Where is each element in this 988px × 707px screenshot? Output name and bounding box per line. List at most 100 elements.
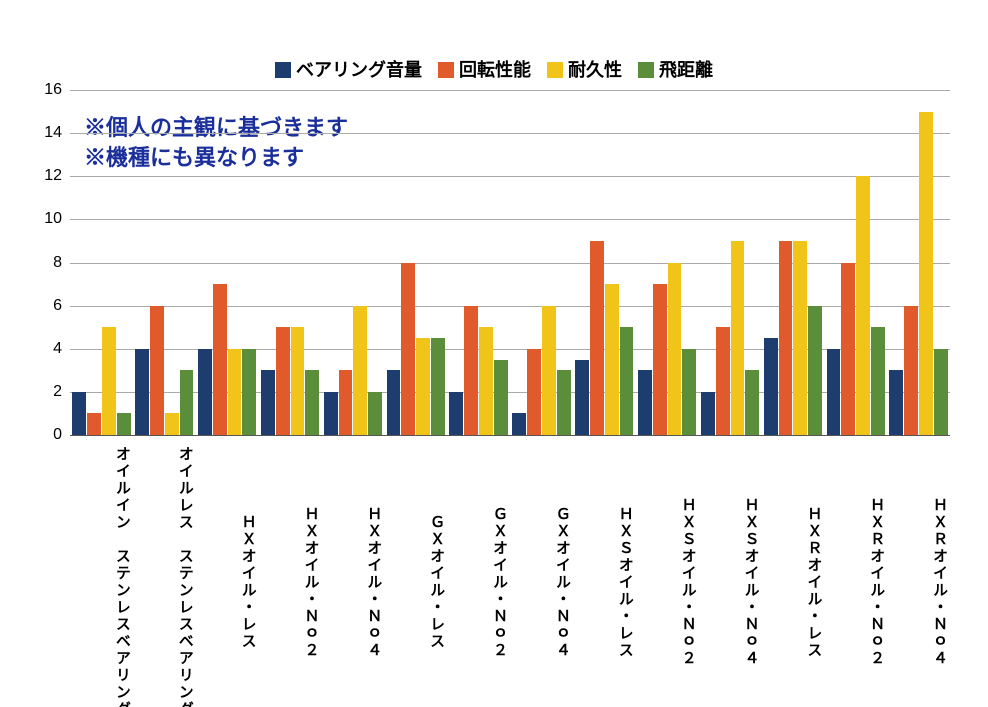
bar-group [761,90,824,435]
bar-group [133,90,196,435]
x-axis-label: ＨＸＳオイル・Ｎｏ２ [636,440,699,707]
y-tick-label: 2 [53,383,62,401]
y-tick-label: 14 [44,124,62,142]
bar-group [824,90,887,435]
bar [745,370,759,435]
bar-group [636,90,699,435]
bar [368,392,382,435]
bar [904,306,918,435]
bar [291,327,305,435]
x-axis-label: オイルイン ステンレスベアリング [70,440,133,707]
x-axis-label: ＨＸオイル・レス [196,440,259,707]
bar-group [510,90,573,435]
bar [620,327,634,435]
bar [449,392,463,435]
bar [180,370,194,435]
bar-group [196,90,259,435]
bar [764,338,778,435]
bar [339,370,353,435]
bar-group [259,90,322,435]
bar [682,349,696,435]
bar [135,349,149,435]
bar [605,284,619,435]
bar [871,327,885,435]
bar [87,413,101,435]
bar [512,413,526,435]
x-axis-label: ＨＸＳオイル・レス [573,440,636,707]
bar [841,263,855,436]
bar-groups [70,90,950,435]
x-axis-label: ＨＸＳオイル・Ｎｏ４ [699,440,762,707]
bar [934,349,948,435]
bar [731,241,745,435]
bar [431,338,445,435]
x-axis-label: オイルレス ステンレスベアリング [133,440,196,707]
legend-label: ベアリング音量 [296,60,422,80]
x-axis-labels: オイルイン ステンレスベアリングオイルレス ステンレスベアリングＨＸオイル・レス… [70,440,950,707]
bar [213,284,227,435]
bar-group [887,90,950,435]
bar [716,327,730,435]
bar [827,349,841,435]
bar [590,241,604,435]
bar [150,306,164,435]
bar [779,241,793,435]
x-axis-label: ＨＸオイル・Ｎｏ４ [321,440,384,707]
bar-group [573,90,636,435]
bar [117,413,131,435]
y-tick-label: 16 [44,81,62,99]
bar [793,241,807,435]
y-tick-label: 8 [53,254,62,272]
bar [653,284,667,435]
bar [242,349,256,435]
bar [668,263,682,436]
legend-label: 耐久性 [568,60,622,80]
x-axis-label: ＧＸオイル・Ｎｏ２ [447,440,510,707]
legend-item: 耐久性 [547,56,622,82]
x-axis-label: ＧＸオイル・Ｎｏ４ [510,440,573,707]
legend-label: 回転性能 [459,60,531,80]
bar-group [699,90,762,435]
bar [464,306,478,435]
bar [165,413,179,435]
legend-item: 飛距離 [638,56,713,82]
chart-legend: ベアリング音量 回転性能 耐久性飛距離 [0,56,988,82]
legend-item: 回転性能 [438,56,531,82]
bar-group [321,90,384,435]
legend-swatch [438,62,454,78]
bar [557,370,571,435]
bar [324,392,338,435]
bar [575,360,589,435]
bar [276,327,290,435]
chart-plot-area: ※個人の主観に基づきます ※機種にも異なります 0246810121416 [70,90,950,436]
y-tick-label: 6 [53,297,62,315]
bar [102,327,116,435]
bar-group [384,90,447,435]
legend-swatch [638,62,654,78]
legend-swatch [547,62,563,78]
bar [542,306,556,435]
bar [479,327,493,435]
bar [701,392,715,435]
bar [889,370,903,435]
x-axis-label: ＨＸＲオイル・レス [761,440,824,707]
bar [305,370,319,435]
legend-swatch [275,62,291,78]
y-tick-label: 10 [44,210,62,228]
legend-item: ベアリング音量 [275,56,422,82]
bar [387,370,401,435]
x-axis-label: ＨＸＲオイル・Ｎｏ２ [824,440,887,707]
bar [919,112,933,435]
bar-group [70,90,133,435]
bar-chart: ベアリング音量 回転性能 耐久性飛距離 ※個人の主観に基づきます ※機種にも異なりま… [0,0,988,707]
y-tick-label: 0 [53,426,62,444]
bar-group [447,90,510,435]
bar [353,306,367,435]
bar [808,306,822,435]
bar [401,263,415,436]
bar [198,349,212,435]
x-axis-label: ＧＸオイル・レス [384,440,447,707]
bar [72,392,86,435]
bar [494,360,508,435]
bar [527,349,541,435]
